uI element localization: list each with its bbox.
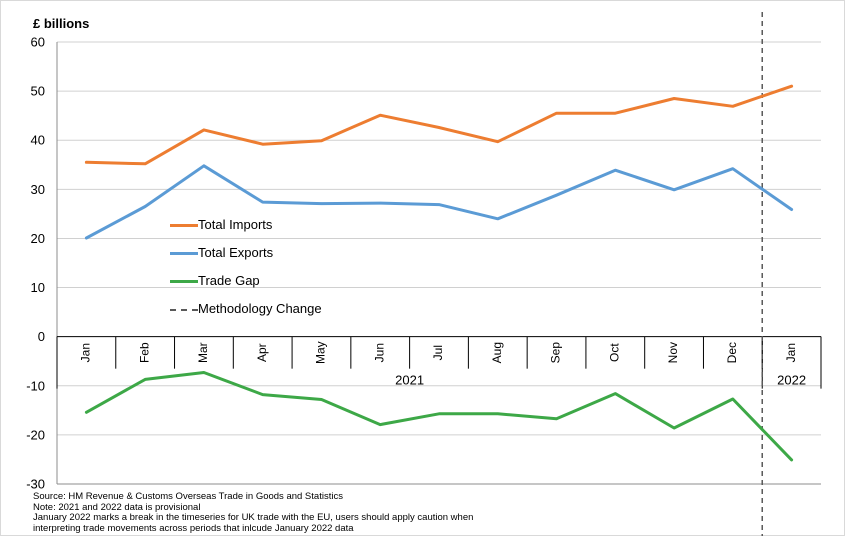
x-tick-label: Jan — [79, 343, 93, 362]
data-point-total-exports — [261, 200, 264, 204]
data-point-trade-gap — [379, 423, 382, 426]
x-tick-label: Feb — [137, 342, 151, 363]
data-point-trade-gap — [202, 371, 206, 374]
data-point-trade-gap — [555, 417, 558, 420]
y-tick-label: 20 — [31, 231, 45, 246]
y-tick-label: 50 — [31, 84, 45, 99]
data-point-total-imports — [261, 142, 264, 146]
note-line: January 2022 marks a break in the timese… — [33, 512, 474, 523]
data-point-total-exports — [614, 168, 617, 172]
x-tick-label: Mar — [196, 342, 210, 363]
x-tick-label: Jan — [784, 343, 798, 362]
legend-label-trade-gap: Trade Gap — [198, 273, 260, 288]
unit-label: £ billions — [33, 16, 90, 31]
data-point-trade-gap — [731, 397, 735, 401]
x-tick-label: Nov — [666, 342, 680, 363]
data-point-trade-gap — [496, 412, 499, 415]
x-tick-label: Oct — [607, 343, 621, 362]
y-tick-label: 0 — [38, 329, 45, 344]
legend-swatch-trade-gap — [170, 280, 198, 283]
data-point-total-imports — [731, 105, 735, 108]
y-tick-label: 60 — [31, 35, 45, 50]
data-point-trade-gap — [790, 458, 793, 462]
y-tick-label: 30 — [31, 182, 45, 197]
legend-label-exports: Total Exports — [198, 245, 274, 260]
data-point-total-imports — [672, 97, 676, 100]
series-line-total-exports — [84, 164, 794, 240]
data-point-total-exports — [202, 164, 206, 167]
y-tick-label: 40 — [31, 133, 45, 148]
data-point-trade-gap — [143, 378, 147, 381]
note-line: Source: HM Revenue & Customs Overseas Tr… — [33, 491, 343, 502]
data-point-trade-gap — [614, 392, 617, 395]
year-group-label: 2022 — [777, 373, 806, 388]
y-tick-label: -20 — [26, 427, 45, 442]
data-point-total-imports — [555, 112, 558, 115]
legend-swatch-imports — [170, 224, 198, 227]
data-point-total-imports — [85, 161, 88, 164]
data-point-total-exports — [555, 194, 558, 197]
x-tick-label: Sep — [549, 342, 563, 364]
data-point-total-exports — [790, 208, 793, 211]
data-point-total-exports — [437, 203, 441, 206]
source-notes: Source: HM Revenue & Customs Overseas Tr… — [33, 491, 474, 534]
data-point-total-exports — [143, 205, 147, 208]
data-point-total-exports — [85, 236, 88, 240]
data-point-total-imports — [320, 139, 323, 142]
x-tick-label: Aug — [490, 342, 504, 363]
legend-swatch-exports — [170, 252, 198, 255]
data-point-total-exports — [379, 201, 382, 205]
legend-swatch-methodology — [170, 309, 198, 311]
data-point-total-exports — [496, 217, 499, 220]
year-group-label: 2021 — [395, 373, 424, 388]
note-line: interpreting trade movements across peri… — [33, 522, 354, 534]
series-line-total-imports — [84, 84, 794, 166]
data-point-total-exports — [320, 202, 323, 205]
y-tick-label: -10 — [26, 378, 45, 393]
x-tick-label: Dec — [725, 342, 739, 363]
data-point-total-imports — [496, 140, 499, 143]
x-tick-label: Jul — [431, 345, 445, 360]
data-point-total-imports — [614, 112, 617, 115]
data-point-total-imports — [437, 126, 441, 129]
x-tick-label: May — [314, 341, 328, 364]
y-tick-label: -30 — [26, 477, 45, 492]
data-point-total-imports — [790, 85, 793, 88]
x-tick-label: Jun — [372, 343, 386, 362]
data-point-trade-gap — [672, 426, 676, 430]
data-point-trade-gap — [320, 398, 323, 401]
y-tick-label: 10 — [31, 280, 45, 295]
data-point-total-exports — [731, 167, 735, 170]
data-point-total-imports — [202, 128, 206, 132]
legend-label-imports: Total Imports — [198, 217, 273, 232]
data-point-trade-gap — [85, 411, 88, 414]
data-point-total-exports — [672, 188, 676, 192]
legend-label-methodology: Methodology Change — [198, 301, 322, 316]
x-tick-label: Apr — [255, 343, 269, 362]
data-point-total-imports — [379, 113, 382, 117]
note-line: Note: 2021 and 2022 data is provisional — [33, 501, 201, 513]
data-point-trade-gap — [437, 412, 441, 415]
data-point-total-imports — [143, 162, 147, 165]
data-point-trade-gap — [261, 393, 264, 396]
